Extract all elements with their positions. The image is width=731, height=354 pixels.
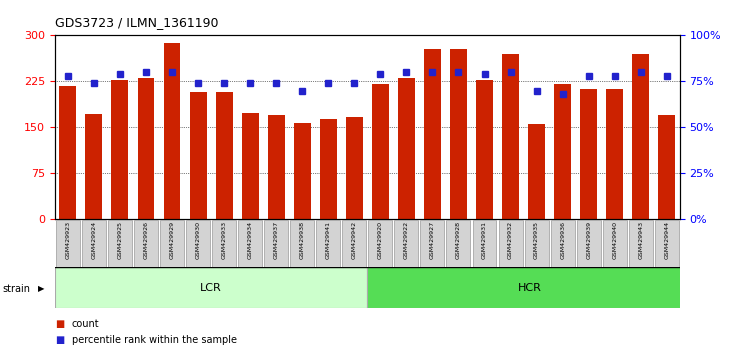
Bar	[294, 123, 311, 219]
FancyBboxPatch shape	[447, 220, 471, 267]
Text: strain: strain	[2, 284, 30, 293]
FancyBboxPatch shape	[290, 220, 314, 267]
Bar	[367, 267, 693, 308]
FancyBboxPatch shape	[420, 220, 444, 267]
FancyBboxPatch shape	[108, 220, 132, 267]
Bar	[137, 78, 154, 219]
Bar	[55, 267, 367, 308]
Bar	[59, 86, 76, 219]
FancyBboxPatch shape	[317, 220, 340, 267]
Text: HCR: HCR	[518, 282, 542, 293]
Bar	[450, 49, 467, 219]
Bar	[346, 117, 363, 219]
Text: count: count	[72, 319, 99, 329]
Text: GSM429923: GSM429923	[65, 221, 70, 259]
FancyBboxPatch shape	[56, 220, 80, 267]
FancyBboxPatch shape	[472, 220, 496, 267]
Bar	[502, 54, 519, 219]
FancyBboxPatch shape	[342, 220, 366, 267]
Text: GSM429940: GSM429940	[613, 221, 617, 259]
FancyBboxPatch shape	[368, 220, 393, 267]
Text: ▶: ▶	[38, 284, 45, 293]
Text: GSM429929: GSM429929	[170, 221, 175, 259]
FancyBboxPatch shape	[525, 220, 548, 267]
Text: GSM429928: GSM429928	[456, 221, 461, 259]
Text: GSM429925: GSM429925	[118, 221, 122, 259]
Text: GSM429926: GSM429926	[143, 221, 148, 259]
FancyBboxPatch shape	[629, 220, 653, 267]
Text: GSM429931: GSM429931	[482, 221, 487, 259]
FancyBboxPatch shape	[264, 220, 288, 267]
Text: GSM429942: GSM429942	[352, 221, 357, 259]
Bar	[476, 80, 493, 219]
Text: GSM429944: GSM429944	[664, 221, 670, 259]
Bar	[242, 113, 259, 219]
Bar	[111, 80, 129, 219]
Bar	[319, 119, 337, 219]
Text: GSM429922: GSM429922	[404, 221, 409, 259]
Text: GSM429930: GSM429930	[196, 221, 200, 259]
Text: GSM429933: GSM429933	[221, 221, 227, 259]
Text: ■: ■	[55, 335, 64, 345]
Text: GSM429937: GSM429937	[273, 221, 279, 259]
Bar	[528, 124, 545, 219]
Text: GSM429935: GSM429935	[534, 221, 539, 259]
Bar	[189, 92, 207, 219]
FancyBboxPatch shape	[212, 220, 236, 267]
Text: GSM429932: GSM429932	[508, 221, 513, 259]
Text: GSM429927: GSM429927	[430, 221, 435, 259]
FancyBboxPatch shape	[577, 220, 601, 267]
Text: GSM429920: GSM429920	[378, 221, 383, 259]
FancyBboxPatch shape	[550, 220, 575, 267]
Text: GSM429934: GSM429934	[248, 221, 253, 259]
Text: ■: ■	[55, 319, 64, 329]
Bar	[398, 78, 415, 219]
Bar	[424, 49, 441, 219]
Text: GSM429941: GSM429941	[326, 221, 330, 259]
FancyBboxPatch shape	[160, 220, 184, 267]
Text: percentile rank within the sample: percentile rank within the sample	[72, 335, 237, 345]
Bar	[86, 114, 102, 219]
Bar	[659, 115, 675, 219]
Bar	[580, 89, 597, 219]
FancyBboxPatch shape	[82, 220, 106, 267]
Bar	[632, 54, 649, 219]
Text: GSM429938: GSM429938	[300, 221, 305, 259]
Bar	[268, 115, 284, 219]
FancyBboxPatch shape	[134, 220, 158, 267]
Text: GDS3723 / ILMN_1361190: GDS3723 / ILMN_1361190	[55, 16, 219, 29]
FancyBboxPatch shape	[499, 220, 523, 267]
FancyBboxPatch shape	[655, 220, 679, 267]
Bar	[372, 85, 389, 219]
Bar	[216, 92, 232, 219]
Bar	[554, 85, 571, 219]
Text: GSM429924: GSM429924	[91, 221, 96, 259]
Text: GSM429936: GSM429936	[560, 221, 565, 259]
Text: LCR: LCR	[200, 282, 222, 293]
Bar	[606, 89, 624, 219]
Text: GSM429943: GSM429943	[638, 221, 643, 259]
FancyBboxPatch shape	[238, 220, 262, 267]
FancyBboxPatch shape	[603, 220, 626, 267]
Bar	[164, 44, 181, 219]
FancyBboxPatch shape	[186, 220, 210, 267]
FancyBboxPatch shape	[395, 220, 418, 267]
Text: GSM429939: GSM429939	[586, 221, 591, 259]
